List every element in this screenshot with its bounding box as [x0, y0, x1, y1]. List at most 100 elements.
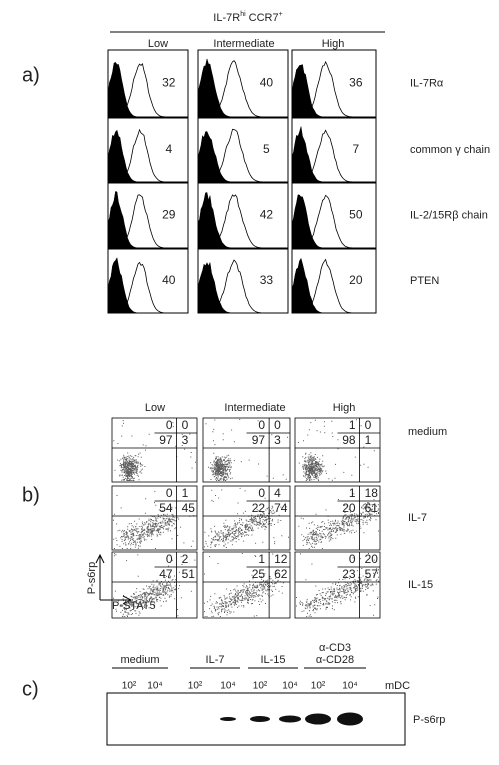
quadrant-value: 18 [365, 486, 379, 500]
histogram-value: 36 [349, 76, 363, 90]
histogram-frame [197, 182, 289, 249]
plot-frame [111, 485, 198, 551]
histogram-outline [304, 194, 359, 249]
histogram-value: 40 [162, 273, 176, 287]
dose: 10⁴ [342, 681, 357, 692]
histogram-value: 42 [260, 208, 274, 222]
quadrant-value: 25 [252, 567, 266, 581]
quadrant-gate [295, 486, 380, 550]
quadrant-value: 3 [182, 433, 189, 447]
scatter-dots [298, 493, 379, 549]
plot-frame [202, 485, 291, 551]
quadrant-value: 23 [342, 567, 356, 581]
histogram-value: 50 [349, 208, 363, 222]
histogram-outline [119, 194, 171, 249]
quadrant-value: 61 [365, 501, 379, 515]
quadrant-gate [203, 552, 290, 618]
quadrant-gate [295, 418, 380, 482]
quadrant-value: 57 [365, 567, 379, 581]
histogram-outline [211, 194, 270, 249]
scatter-dots [113, 490, 195, 549]
row-label: IL-7 [408, 512, 427, 524]
quadrant-value: 47 [159, 567, 173, 581]
header: IL-7Rhi CCR7+ [213, 11, 282, 24]
histogram-frame [107, 117, 189, 183]
plot-frame [294, 551, 381, 619]
quadrant-value: 4 [274, 486, 281, 500]
quadrant-value: 20 [342, 501, 356, 515]
column-label: Low [148, 38, 168, 50]
header-sup: hi [240, 11, 246, 18]
histogram-frame [107, 49, 189, 118]
column-label: High [333, 402, 356, 414]
histogram-value: 29 [162, 208, 176, 222]
plot-frame [111, 551, 198, 619]
header-sup: + [279, 11, 283, 18]
blot-band [220, 717, 236, 721]
group-label: IL-7 [206, 654, 225, 666]
histogram-frame [197, 117, 289, 183]
histogram-frame [291, 49, 377, 118]
plot-frame [111, 417, 198, 483]
row-label: IL-2/15Rβ chain [410, 209, 488, 221]
quadrant-value: 0 [166, 418, 173, 432]
scatter-dots [204, 487, 289, 548]
quadrant-value: 2 [182, 552, 189, 566]
histogram-frame [197, 49, 289, 118]
blot-band [305, 713, 331, 725]
quadrant-value: 1 [258, 552, 265, 566]
row-label: IL-15 [408, 579, 433, 591]
histogram-filled [291, 126, 328, 183]
quadrant-value: 0 [258, 486, 265, 500]
scatter-dots [296, 553, 379, 617]
quadrant-value: 20 [365, 552, 379, 566]
blot-band [337, 712, 363, 726]
quadrant-value: 0 [182, 418, 189, 432]
panel-label: c) [22, 678, 39, 700]
histogram-filled [107, 61, 142, 118]
histogram-filled [291, 64, 328, 118]
row-label: IL-7Rα [410, 77, 444, 89]
histogram-outline [304, 258, 359, 314]
plot-frame [202, 551, 291, 619]
row-label: common γ chain [410, 144, 490, 156]
plot-frame [294, 417, 381, 483]
histogram-frame [291, 248, 377, 314]
dose: 10² [253, 681, 268, 692]
dose-label: mDC [385, 680, 410, 692]
histogram-outline [211, 259, 270, 314]
group-label: α-CD28 [316, 654, 354, 666]
histogram-outline [304, 60, 359, 118]
quadrant-value: 0 [274, 418, 281, 432]
histogram-filled [197, 58, 236, 118]
histogram-outline [304, 129, 359, 183]
y-axis-label: P-s6rp [86, 562, 98, 594]
histogram-value: 32 [162, 76, 176, 90]
quadrant-value: 54 [159, 501, 173, 515]
dose: 10⁴ [220, 681, 235, 692]
histogram-filled [291, 194, 328, 249]
scatter-dots [113, 420, 196, 481]
quadrant-value: 0 [365, 418, 372, 432]
column-label: High [322, 38, 345, 50]
row-label: PTEN [410, 275, 439, 287]
group-label: IL-15 [260, 654, 285, 666]
quadrant-gate [203, 418, 290, 482]
dose: 10⁴ [282, 681, 297, 692]
header-main: IL-7R [213, 12, 240, 24]
histogram-filled [107, 129, 142, 183]
quadrant-value: 51 [182, 567, 196, 581]
dose: 10² [311, 681, 326, 692]
quadrant-value: 97 [252, 433, 266, 447]
histogram-frame [291, 117, 377, 183]
quadrant-value: 1 [349, 486, 356, 500]
panel-label: a) [22, 64, 40, 86]
scatter-dots [204, 553, 285, 617]
histogram-filled [107, 191, 142, 249]
column-label: Intermediate [213, 38, 274, 50]
histogram-frame [107, 248, 189, 314]
axis-arrows [95, 553, 133, 605]
group-label: medium [120, 654, 159, 666]
quadrant-value: 62 [274, 567, 288, 581]
